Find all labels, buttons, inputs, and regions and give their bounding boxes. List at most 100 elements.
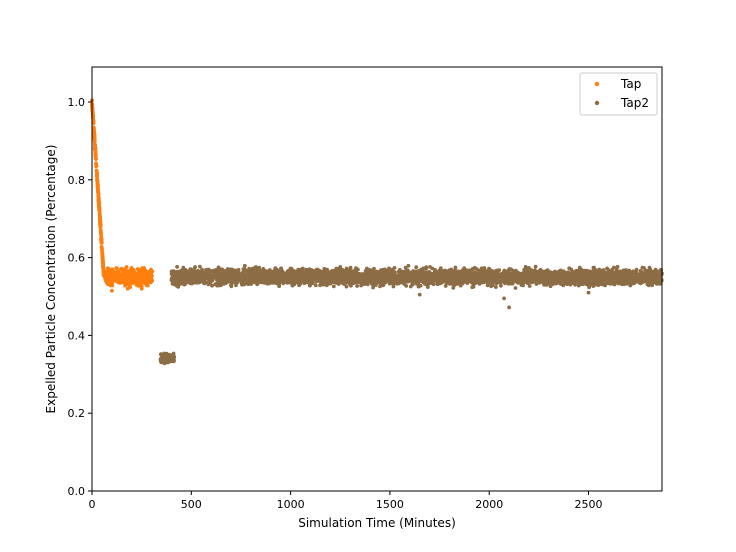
data-point-tap2 xyxy=(269,271,274,276)
data-point-tap2 xyxy=(610,274,614,279)
data-point-tap xyxy=(98,217,102,222)
data-point-tap2 xyxy=(502,296,506,301)
x-tick-label: 2500 xyxy=(575,498,603,511)
data-point-tap2 xyxy=(243,268,248,273)
data-point-tap2 xyxy=(292,269,297,274)
data-point-tap2 xyxy=(174,276,179,281)
data-point-tap2 xyxy=(344,284,349,289)
data-point-tap2 xyxy=(624,268,628,272)
data-point-tap2 xyxy=(345,274,350,278)
data-point-tap2 xyxy=(190,271,195,276)
data-point-tap2 xyxy=(404,273,409,277)
data-point-tap2 xyxy=(383,267,387,272)
data-point-tap2 xyxy=(337,271,342,275)
data-point-tap2 xyxy=(468,273,473,278)
data-point-tap2 xyxy=(579,267,584,272)
data-point-tap2 xyxy=(210,283,214,288)
data-point-tap2 xyxy=(443,271,448,275)
data-point-tap2 xyxy=(323,282,328,287)
data-point-tap2 xyxy=(438,266,443,271)
data-point-tap2 xyxy=(419,269,424,274)
data-point-tap xyxy=(97,209,102,214)
data-point-tap2 xyxy=(254,270,258,274)
data-point-tap2 xyxy=(457,281,461,286)
data-point-tap2 xyxy=(594,273,599,278)
data-point-tap2 xyxy=(227,267,232,272)
data-point-tap2 xyxy=(255,282,260,287)
data-point-tap xyxy=(143,280,148,285)
data-point-tap2 xyxy=(192,266,197,270)
x-tick-label: 0 xyxy=(89,498,96,511)
data-point-tap2 xyxy=(603,277,608,281)
data-point-tap2 xyxy=(502,270,507,275)
data-point-tap2 xyxy=(194,273,199,278)
data-point-tap xyxy=(100,261,105,265)
data-point-tap xyxy=(130,281,135,285)
data-point-tap2 xyxy=(300,271,305,276)
data-point-tap2 xyxy=(548,284,553,289)
x-tick-label: 1500 xyxy=(376,498,404,511)
data-point-tap2 xyxy=(385,275,390,280)
data-point-tap xyxy=(110,288,114,293)
data-point-tap2 xyxy=(464,277,468,282)
data-point-tap2 xyxy=(628,276,633,280)
data-point-tap2 xyxy=(375,274,379,278)
data-point-tap xyxy=(93,143,97,148)
y-tick-label: 0.0 xyxy=(68,485,86,498)
data-point-tap2 xyxy=(181,271,185,276)
data-point-tap2 xyxy=(414,265,419,270)
data-point-tap2 xyxy=(475,267,479,271)
data-point-tap2 xyxy=(397,270,401,274)
data-point-tap2 xyxy=(404,269,409,273)
data-point-tap2 xyxy=(175,265,180,269)
data-point-tap2 xyxy=(510,281,515,286)
data-point-tap2 xyxy=(422,277,427,282)
data-point-tap2 xyxy=(257,265,262,270)
data-point-tap2 xyxy=(220,277,224,281)
data-point-tap2 xyxy=(273,266,278,271)
data-point-tap2 xyxy=(303,276,308,281)
data-point-tap2 xyxy=(638,278,643,283)
data-point-tap2 xyxy=(556,270,560,275)
x-tick-label: 1000 xyxy=(277,498,305,511)
data-point-tap2 xyxy=(306,272,311,276)
data-point-tap2 xyxy=(533,279,538,284)
data-point-tap2 xyxy=(614,274,619,278)
data-point-tap xyxy=(94,155,98,160)
data-point-tap2 xyxy=(170,271,175,276)
data-point-tap2 xyxy=(450,282,455,286)
x-axis-ticks: 0 500 1000 1500 2000 2500 xyxy=(89,491,603,511)
data-point-tap2 xyxy=(607,280,611,285)
data-point-tap xyxy=(100,251,105,255)
data-point-tap xyxy=(93,151,98,156)
data-point-tap2 xyxy=(523,273,528,278)
data-point-tap2 xyxy=(591,265,596,270)
data-point-tap2 xyxy=(640,265,645,270)
data-point-tap2 xyxy=(276,273,281,278)
data-point-tap xyxy=(114,266,119,271)
data-point-tap2 xyxy=(620,281,624,286)
data-point-tap2 xyxy=(285,275,289,279)
data-point-tap xyxy=(127,283,132,288)
data-point-tap2 xyxy=(653,271,657,275)
data-point-tap2 xyxy=(606,272,611,277)
data-point-tap2 xyxy=(506,269,510,274)
data-point-tap2 xyxy=(363,278,368,283)
data-point-tap2 xyxy=(503,280,508,285)
data-point-tap2 xyxy=(587,270,591,274)
data-point-tap2 xyxy=(329,269,333,274)
data-point-tap2 xyxy=(171,354,176,359)
data-point-tap2 xyxy=(242,263,247,268)
data-point-tap2 xyxy=(170,358,175,363)
data-point-tap2 xyxy=(246,282,251,287)
data-point-tap xyxy=(92,135,97,140)
data-point-tap2 xyxy=(463,271,468,275)
data-point-tap2 xyxy=(434,279,439,283)
data-point-tap xyxy=(136,282,141,287)
data-point-tap2 xyxy=(381,271,386,276)
data-point-tap2 xyxy=(371,285,375,290)
data-point-tap2 xyxy=(381,277,386,282)
data-point-tap2 xyxy=(509,267,513,272)
data-point-tap xyxy=(129,277,134,282)
data-point-tap2 xyxy=(194,278,199,282)
